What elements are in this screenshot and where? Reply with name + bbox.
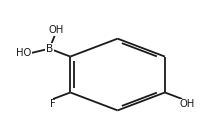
Text: F: F <box>50 99 55 109</box>
Text: B: B <box>46 44 53 54</box>
Text: HO: HO <box>16 48 31 58</box>
Text: OH: OH <box>48 25 63 35</box>
Text: OH: OH <box>180 99 195 109</box>
